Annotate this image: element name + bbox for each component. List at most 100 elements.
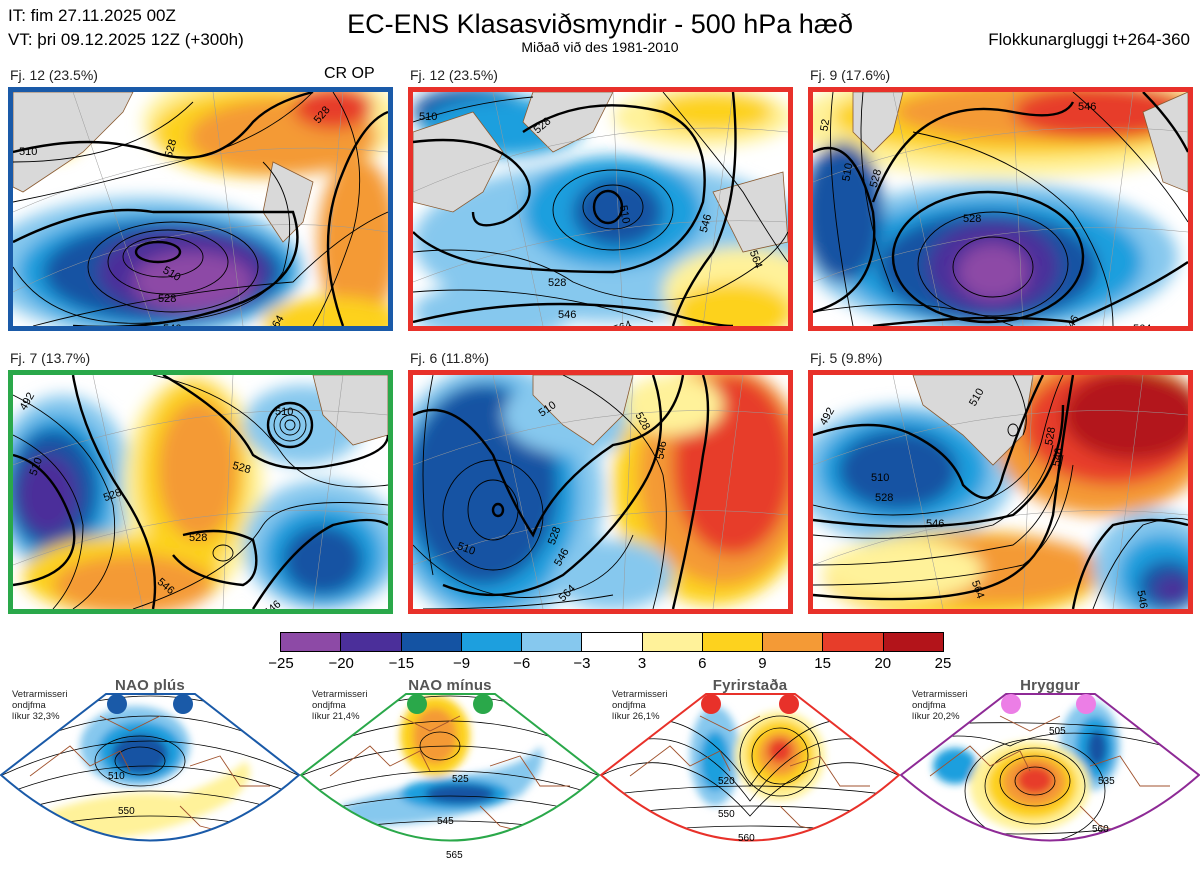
regime-marker-dot: [407, 694, 427, 714]
contour-label: 535: [1098, 776, 1115, 787]
regime-info: Vetrarmisseri ondjfma líkur 26,1%: [612, 689, 667, 722]
colorbar-swatch: [883, 633, 943, 651]
cluster-label-5: Fj. 6 (11.8%): [410, 350, 490, 366]
initial-time: IT: fim 27.11.2025 00Z: [8, 6, 176, 25]
regime-metric: ondjfma: [312, 700, 346, 711]
colorbar-swatch: [582, 633, 643, 651]
contour-label: 550: [118, 806, 135, 817]
regime-name: Fyrirstaða: [712, 677, 788, 694]
colorbar-swatch: [461, 633, 523, 651]
cluster-map-1: 510 528 528 546 564 528 510: [8, 87, 393, 331]
regime-nao-plus: 510 550 NAO plús Vetrarmisseri ondjfma l…: [0, 676, 300, 871]
contour-label: 546: [1134, 589, 1149, 609]
colorbar-tick-label: 9: [758, 655, 767, 672]
contour-label: 564: [1133, 323, 1151, 326]
contour-label: 564: [612, 319, 633, 326]
contour-label: 52: [818, 118, 832, 132]
cluster-label-4: Fj. 7 (13.7%): [10, 350, 91, 366]
contour-label: 528: [231, 460, 252, 476]
cluster-map-5: 510 528 546 528 510 546 564: [408, 370, 793, 614]
colorbar-swatch: [642, 633, 703, 651]
regime-info: Vetrarmisseri ondjfma líkur 20,2%: [912, 689, 967, 722]
classification-window: Flokkunargluggi t+264-360: [988, 30, 1190, 49]
contour-label: 510: [419, 111, 437, 123]
cluster-map-6: 492 510 528 510 528 546 546 564 546: [808, 370, 1193, 614]
colorbar-tick-label: 25: [934, 655, 952, 672]
page-title: EC-ENS Klasasviðsmyndir - 500 hPa hæð: [347, 9, 853, 39]
contour-label: 510: [108, 771, 125, 782]
cluster-label-1: Fj. 12 (23.5%): [10, 67, 98, 83]
colorbar-tick-label: 15: [814, 655, 831, 672]
regime-metric: ondjfma: [612, 700, 646, 711]
anomaly-colorbar: [280, 632, 944, 652]
contour-label: 546: [262, 598, 284, 609]
colorbar-swatch: [522, 633, 583, 651]
contour-label: 510: [455, 540, 476, 558]
contour-label: 510: [840, 162, 855, 182]
contour-label: 528: [102, 487, 123, 505]
regime-info: Vetrarmisseri ondjfma líkur 32,3%: [12, 689, 67, 722]
colorbar-swatch: [281, 633, 342, 651]
regime-name: Hryggur: [1020, 677, 1080, 694]
regime-nao-plus-map: 510 550: [0, 693, 300, 842]
regime-season: Vetrarmisseri: [912, 689, 968, 700]
contour-label: 560: [738, 833, 755, 844]
contour-label: 528: [163, 138, 179, 159]
contour-label: 546: [163, 323, 181, 326]
cluster-map-3-graphic: 546 510 528 528 546 564 52: [813, 92, 1188, 326]
regime-marker-dot: [1076, 694, 1096, 714]
regime-nao-minus-map: 525 545 565: [300, 693, 600, 861]
contour-label: 565: [446, 850, 463, 861]
contour-label: 510: [28, 456, 46, 477]
contour-label: 520: [718, 776, 735, 787]
contour-label: 525: [452, 774, 469, 785]
regime-season: Vetrarmisseri: [12, 689, 68, 700]
regime-likelihood: líkur 32,3%: [12, 711, 60, 722]
contour-label: 546: [558, 309, 576, 321]
colorbar-tick-label: 20: [874, 655, 892, 672]
cluster-label-6: Fj. 5 (9.8%): [810, 350, 883, 366]
cluster-map-1-graphic: 510 528 528 546 564 528 510: [13, 92, 388, 326]
contour-label: 505: [1049, 726, 1066, 737]
control-run-label: CR OP: [324, 65, 375, 82]
regime-season: Vetrarmisseri: [612, 689, 668, 700]
cluster-label-2: Fj. 12 (23.5%): [410, 67, 498, 83]
regime-likelihood: líkur 26,1%: [612, 711, 660, 722]
cluster-map-4: 492 510 528 510 528 528 546 546: [8, 370, 393, 614]
contour-label: 545: [437, 816, 454, 827]
cluster-map-2-graphic: 510 528 510 528 546 564 546 564: [413, 92, 788, 326]
regime-ridge-map: 505 535 560: [900, 693, 1200, 842]
contour-label: 528: [875, 492, 893, 504]
valid-time: VT: þri 09.12.2025 12Z (+300h): [8, 30, 244, 49]
contour-label: 550: [718, 809, 735, 820]
regime-marker-dot: [1001, 694, 1021, 714]
cluster-label-3: Fj. 9 (17.6%): [810, 67, 891, 83]
contour-label: 510: [871, 472, 889, 484]
regime-name: NAO plús: [115, 677, 185, 694]
colorbar-tick-label: −25: [268, 655, 294, 672]
colorbar-swatch: [823, 633, 884, 651]
colorbar-swatch: [763, 633, 824, 651]
cluster-map-6-graphic: 492 510 528 510 528 546 546 564 546: [813, 375, 1188, 609]
colorbar-swatch: [401, 633, 462, 651]
regime-metric: ondjfma: [912, 700, 946, 711]
colorbar-tick-label: −3: [573, 655, 591, 672]
contour-label: 528: [1043, 426, 1058, 446]
contour-label: 528: [189, 532, 207, 544]
contour-label: 564: [969, 579, 987, 600]
contour-label: 560: [1092, 824, 1109, 835]
colorbar-tick-label: −20: [328, 655, 354, 672]
contour-label: 510: [19, 146, 37, 158]
contour-label: 510: [275, 406, 293, 418]
regime-nao-minus: 525 545 565 NAO mínus Vetrarmisseri ondj…: [300, 676, 600, 871]
regime-marker-dot: [173, 694, 193, 714]
cluster-map-5-graphic: 510 528 546 528 510 546 564: [413, 375, 788, 609]
contour-label: 546: [1078, 101, 1096, 113]
colorbar-tick-label: 3: [637, 655, 647, 672]
contour-label: 546: [654, 440, 669, 460]
colorbar-tick-label: −9: [452, 655, 471, 672]
cluster-map-4-graphic: 492 510 528 510 528 528 546 546: [13, 375, 388, 609]
regime-marker-dot: [107, 694, 127, 714]
regime-marker-dot: [473, 694, 493, 714]
contour-label: 528: [546, 525, 564, 546]
